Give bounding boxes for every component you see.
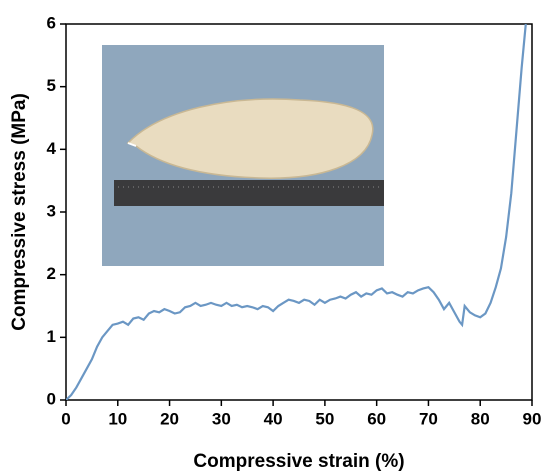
y-tick-label: 4 xyxy=(47,139,57,158)
x-tick-label: 40 xyxy=(264,409,283,428)
x-tick-label: 10 xyxy=(108,409,127,428)
y-tick-label: 3 xyxy=(47,201,56,220)
x-tick-label: 70 xyxy=(419,409,438,428)
x-tick-label: 0 xyxy=(61,409,70,428)
y-tick-label: 5 xyxy=(47,76,56,95)
y-axis-title: Compressive stress (MPa) xyxy=(9,93,30,331)
y-tick-label: 2 xyxy=(47,264,56,283)
x-axis-title: Compressive strain (%) xyxy=(193,451,404,472)
y-tick-label: 6 xyxy=(47,13,56,32)
x-tick-label: 90 xyxy=(523,409,542,428)
x-tick-label: 20 xyxy=(160,409,179,428)
y-tick-label: 0 xyxy=(47,389,56,408)
x-tick-label: 30 xyxy=(212,409,231,428)
x-tick-label: 50 xyxy=(315,409,334,428)
chart: Compressive strain (%) Compressive stres… xyxy=(0,0,547,475)
x-tick-label: 80 xyxy=(471,409,490,428)
y-tick-label: 1 xyxy=(47,327,56,346)
x-tick-label: 60 xyxy=(367,409,386,428)
inset-photo xyxy=(102,45,384,266)
